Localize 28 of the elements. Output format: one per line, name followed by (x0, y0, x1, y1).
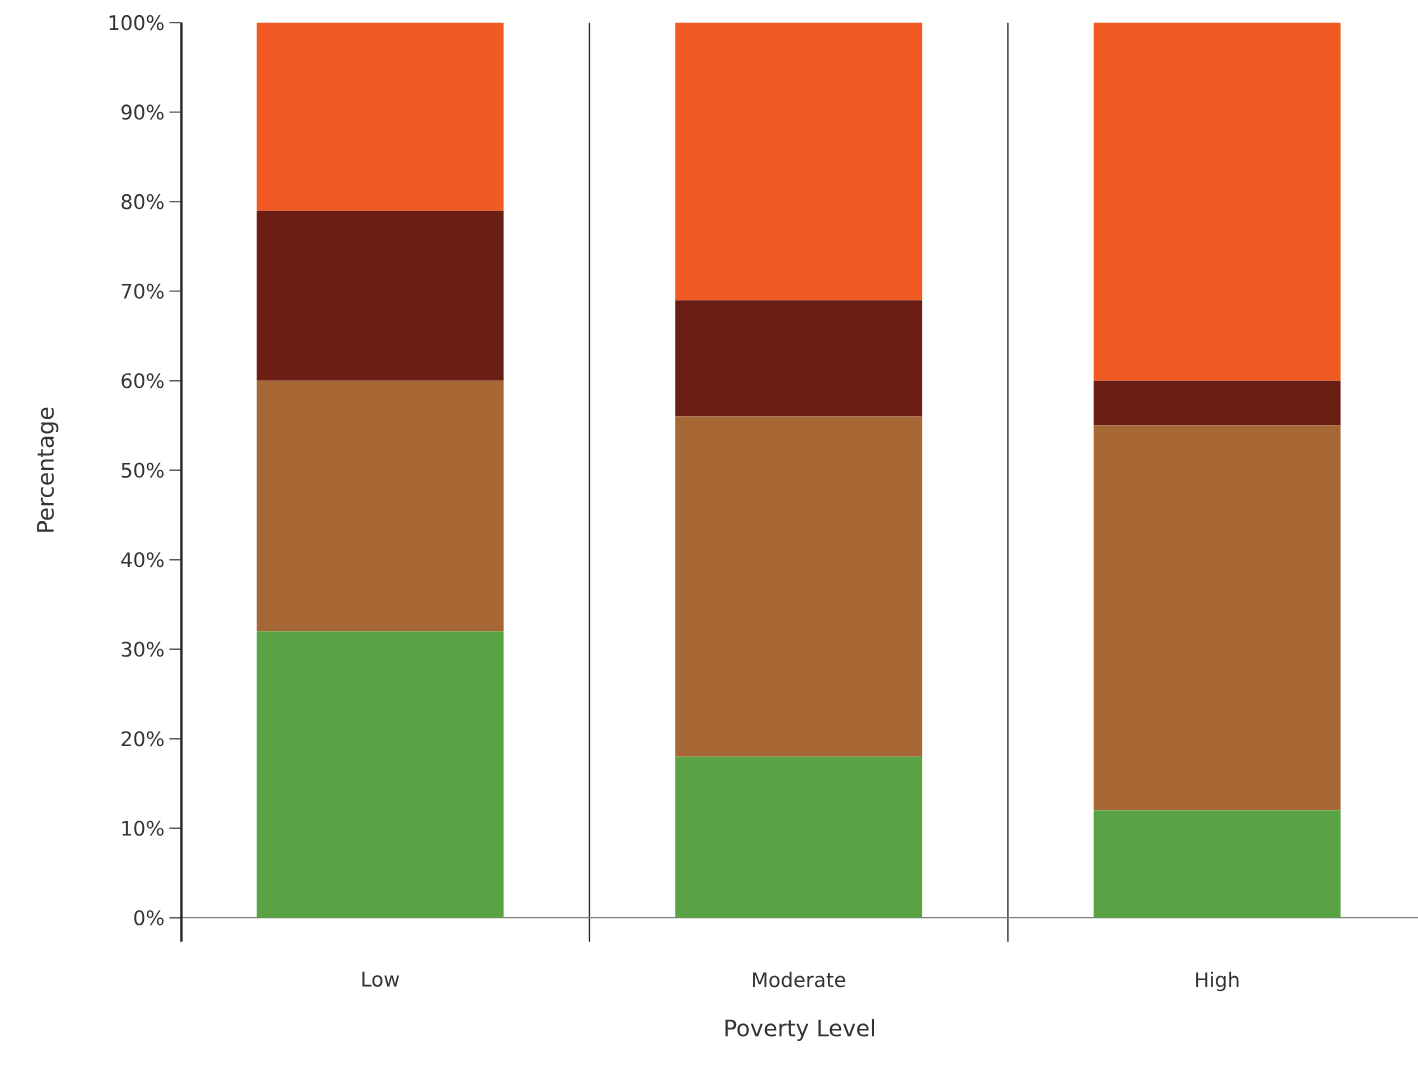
x-tick-label: High (1196, 972, 1239, 992)
y-tick-label: 80% (121, 194, 164, 210)
y-tick-label: 40% (121, 552, 164, 568)
bar (1093, 810, 1341, 919)
y-tick-label: 60% (121, 373, 164, 389)
y-tick-label: 10% (122, 820, 164, 837)
bar (675, 416, 923, 757)
bar (675, 300, 923, 417)
bar (256, 380, 504, 632)
bar (1093, 22, 1341, 381)
y-tick-label: 100% (109, 15, 164, 31)
bar (675, 22, 923, 301)
bar (256, 631, 504, 919)
bar (1093, 425, 1341, 811)
bar (256, 22, 504, 211)
y-axis-title: Percentage (37, 407, 59, 533)
y-tick-label: 30% (121, 641, 164, 658)
y-tick-label: 70% (121, 283, 164, 300)
bar (1093, 380, 1341, 426)
bar (256, 210, 504, 381)
x-axis-title: Poverty Level (725, 1019, 875, 1042)
x-tick-label: Moderate (753, 972, 846, 988)
bar (675, 756, 923, 919)
y-tick-label: 90% (121, 104, 164, 121)
y-tick-label: 50% (121, 462, 164, 479)
y-tick-label: 0% (134, 910, 164, 926)
x-tick-label: Low (362, 972, 400, 987)
y-tick-label: 20% (121, 731, 164, 747)
